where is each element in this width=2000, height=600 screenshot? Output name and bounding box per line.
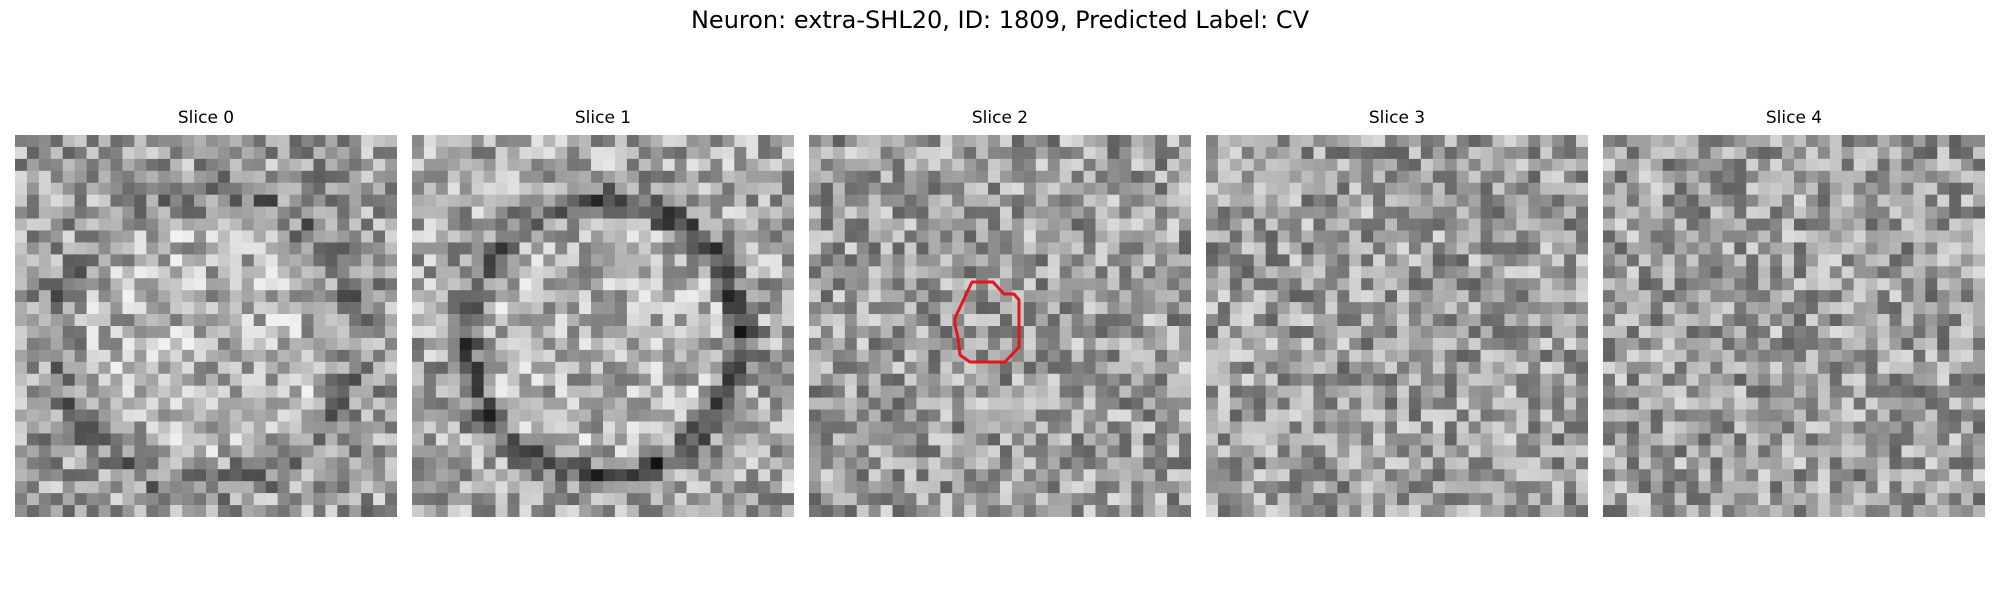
segmentation-contour bbox=[953, 280, 1021, 364]
slice-3-image bbox=[1206, 135, 1588, 517]
figure-title: Neuron: extra-SHL20, ID: 1809, Predicted… bbox=[690, 6, 1310, 34]
slice-4-image bbox=[1603, 135, 1985, 517]
slice-0-image bbox=[15, 135, 397, 517]
slice-1-image bbox=[412, 135, 794, 517]
slice-1-title: Slice 1 bbox=[574, 108, 632, 128]
slice-2-title: Slice 2 bbox=[971, 108, 1029, 128]
slice-3-title: Slice 3 bbox=[1368, 108, 1426, 128]
slice-0-title: Slice 0 bbox=[177, 108, 235, 128]
slice-4-title: Slice 4 bbox=[1765, 108, 1823, 128]
slice-2-image bbox=[809, 135, 1191, 517]
